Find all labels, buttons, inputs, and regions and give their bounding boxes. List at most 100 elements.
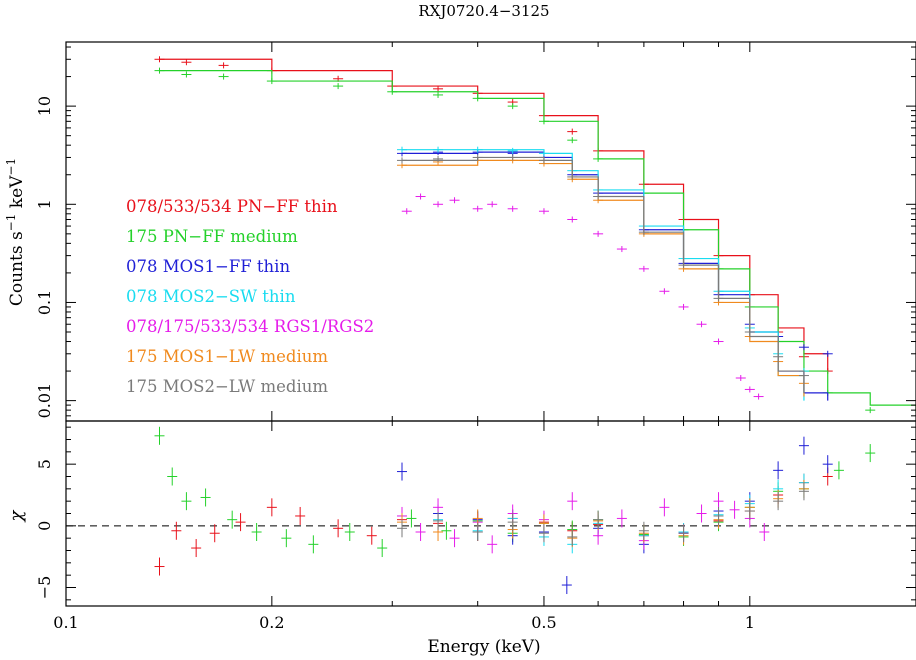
series-0-residual-point [366,526,377,545]
ylabel-part-kev: keV [7,175,27,214]
series-6-data-point [678,262,689,269]
spectrum-data-layer [154,56,916,414]
series-2-residual-point [773,461,784,480]
series-6-data-point [773,353,784,360]
series-4-data-point [659,288,670,295]
series-4-residual-point [759,523,770,541]
series-6-data-point [538,157,549,164]
series-4-residual-point [487,535,498,554]
series-1-residual-point [308,535,319,554]
series-1-residual-point [167,467,178,486]
series-0-residual-point [266,498,277,517]
x-tick-label: 1 [745,613,755,632]
series-4-residual-point [616,509,627,528]
series-2-residual-point [822,455,833,474]
series-6-residual-point [713,506,724,525]
series-3-model-line [401,149,805,401]
series-1-residual-point [181,492,192,511]
series-0-data-point [218,62,229,69]
series-1-residual-point [865,444,876,463]
series-6-data-point [713,295,724,302]
series-6-data-point [567,173,578,180]
series-1-data-point [266,78,277,85]
series-1-data-point [865,407,876,414]
series-6-residual-point [507,513,518,532]
chart-title: RXJ0720.4−3125 [418,2,549,20]
series-4-data-point [538,208,549,215]
series-4-data-point [472,205,483,212]
series-1-residual-point [154,426,165,445]
y-tick-label: 0.01 [35,383,54,419]
legend: 078/533/534 PN−FF thin 175 PN−FF medium 07… [126,197,374,396]
series-4-data-point [415,193,426,200]
series-2-residual-point [561,576,572,595]
series-6-residual-point [593,510,604,529]
legend-entry: 175 MOS1−LW medium [126,347,328,366]
series-4-data-point [487,201,498,208]
chi-tick-label: 5 [35,459,54,469]
series-6-residual-point [433,511,444,530]
series-4-data-point [401,208,412,215]
series-3-data-point [396,146,407,153]
series-1-residual-point [281,529,292,548]
chi-y-axis-label: χ [6,509,27,523]
series-6-residual-point [396,519,407,538]
ylabel-part-exp1: −1 [4,214,18,232]
y-tick-label: 0.1 [35,290,54,315]
legend-entry: 078/175/533/534 RGS1/RGS2 [126,317,374,336]
series-1-data-point [538,118,549,125]
series-1-data-point [333,83,344,90]
residual-data-layer [154,426,876,595]
series-4-data-point [616,246,627,253]
series-6-data-point [433,155,444,162]
series-6-data-point [798,372,809,379]
series-6-residual-point [638,521,649,540]
series-6-residual-point [567,527,578,546]
series-2-residual-point [798,436,809,455]
series-1-residual-point [200,488,211,507]
series-4-data-point [449,197,460,204]
series-4-data-point [735,374,746,381]
series-1-data-point [154,67,165,74]
x-axis-label: Energy (keV) [427,637,540,657]
series-4-data-point [713,338,724,345]
series-1-data-point [433,91,444,98]
series-4-data-point [593,230,604,237]
series-4-data-point [678,303,689,310]
series-6-residual-point [744,502,755,521]
series-6-data-point [593,193,604,200]
series-6-data-point [396,157,407,164]
series-1-data-point [472,95,483,102]
legend-entry: 175 MOS2−LW medium [126,377,328,396]
series-6-residual-point [798,482,809,501]
legend-entry: 078/533/534 PN−FF thin [126,197,338,216]
series-4-data-point [638,265,649,272]
series-1-residual-point [344,523,355,541]
series-0-data-point [567,128,578,135]
chi-tick-label: 0 [35,521,54,531]
x-tick-label: 0.1 [53,613,78,632]
series-0-data-point [181,59,192,66]
residual-panel: 5 0 −5 [35,420,916,607]
series-6-data-point [507,154,518,161]
series-6-residual-point [538,524,549,543]
spectrum-panel: 10 1 0.1 0.01 [35,41,916,422]
series-1-data-point [567,137,578,144]
series-4-data-point [567,216,578,223]
ylabel-part-counts: Counts s [7,231,27,306]
series-1-residual-point [377,539,388,558]
series-4-residual-point [415,523,426,541]
series-0-data-point [433,85,444,92]
series-4-residual-point [696,504,707,523]
series-1-data-point [507,103,518,110]
ylabel-part-exp2: −1 [4,158,18,176]
y-tick-label: 1 [35,199,54,209]
series-3-data-point [433,146,444,153]
series-0-residual-point [235,513,246,532]
series-2-data-point [822,350,833,357]
legend-entry: 175 PN−FF medium [126,227,298,246]
series-1-residual-point [227,510,238,529]
series-4-residual-point [659,498,670,517]
residual-panel-frame [65,420,916,607]
